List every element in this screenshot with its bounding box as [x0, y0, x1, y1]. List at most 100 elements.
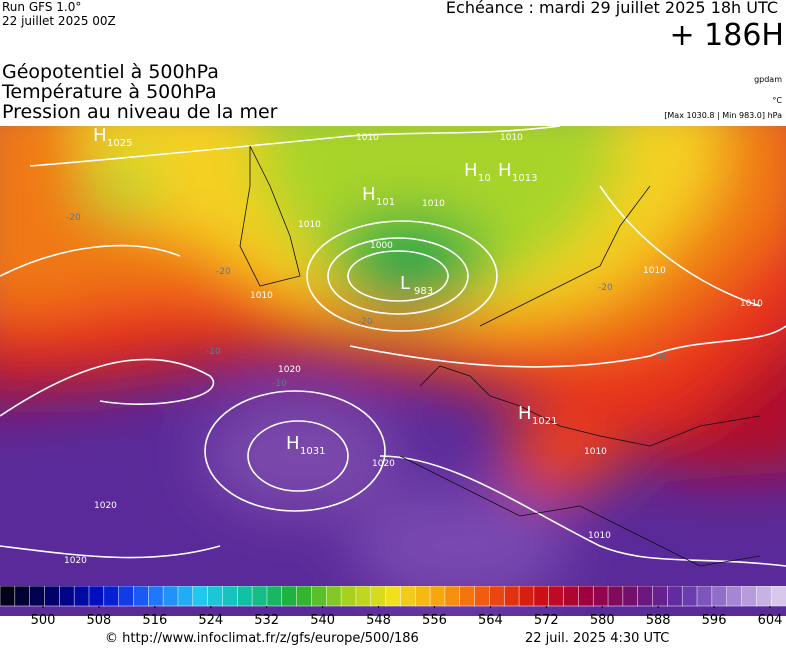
- colorbar-cell: [281, 586, 298, 607]
- pressure-type: H: [464, 160, 478, 181]
- colorbar-cell: [0, 586, 16, 607]
- pressure-value: 983: [414, 286, 433, 297]
- unit: °C: [772, 96, 782, 105]
- colorbar-cell: [592, 586, 609, 607]
- colorbar-tick-label: 564: [478, 613, 503, 628]
- isobar-label: 1020: [94, 501, 117, 511]
- colorbar-tick-label: 572: [534, 613, 559, 628]
- title: Pression au niveau de la mer: [2, 101, 278, 123]
- colorbar-cell: [756, 586, 772, 607]
- colorbar-tick-label: 508: [87, 613, 112, 628]
- pressure-type: H: [362, 184, 376, 205]
- colorbar-tick-label: 556: [422, 613, 447, 628]
- footer-time: 22 juil. 2025 4:30 UTC: [525, 631, 670, 646]
- colorbar-tick-label: 524: [198, 613, 223, 628]
- pressure-type: L: [400, 273, 410, 294]
- colorbar-tick-label: 548: [366, 613, 391, 628]
- colorbar-cell: [770, 586, 786, 607]
- colorbar: 500 508 516 524 532 540 548 556 564 572 580 588 596 6…: [0, 586, 786, 628]
- colorbar-cell: [340, 586, 357, 607]
- colorbar-cell: [103, 586, 120, 607]
- colorbar-cell: [177, 586, 194, 607]
- isobar-label: 1010: [500, 133, 523, 143]
- temperature-label: -20: [598, 283, 613, 293]
- colorbar-cell: [637, 586, 654, 607]
- temperature-label: -20: [216, 267, 231, 277]
- colorbar-cell: [503, 586, 520, 607]
- colorbar-cell: [444, 586, 461, 607]
- echeance: Echéance : mardi 29 juillet 2025 18h UTC: [445, 0, 778, 17]
- colorbar-cell: [296, 586, 313, 607]
- colorbar-cell: [489, 586, 505, 607]
- colorbar-cell: [207, 586, 224, 607]
- isobar-label: 1010: [740, 299, 763, 309]
- colorbar-cell: [607, 586, 624, 607]
- pressure-value: 1013: [512, 173, 537, 184]
- colorbar-cell: [533, 586, 550, 607]
- isobar-label: 1010: [356, 133, 379, 143]
- colorbar-cell: [133, 586, 150, 607]
- colorbar-cell: [29, 586, 46, 607]
- colorbar-cell: [88, 586, 105, 607]
- colorbar-tick-label: 588: [646, 613, 671, 628]
- colorbar-tick-label: 540: [310, 613, 335, 628]
- pressure-type: H: [518, 403, 532, 424]
- colorbar-tick-label: 604: [758, 613, 783, 628]
- colorbar-cell: [311, 586, 328, 607]
- colorbar-cell: [548, 586, 565, 607]
- colorbar-cell: [59, 586, 75, 607]
- temperature-label: -10: [206, 347, 221, 357]
- pressure-value: 1025: [107, 138, 132, 149]
- pressure-type: H: [286, 433, 300, 454]
- colorbar-cell: [414, 586, 431, 607]
- isobar-label: 1020: [278, 365, 301, 375]
- colorbar-cell: [237, 586, 253, 607]
- run: Run GFS 1.0°: [2, 0, 82, 14]
- colorbar-cell: [711, 586, 728, 607]
- colorbar-cell: [696, 586, 713, 607]
- isobar-label: 1010: [588, 531, 611, 541]
- colorbar-cell: [474, 586, 491, 607]
- colorbar-cell: [251, 586, 268, 607]
- isobar-label: 1010: [250, 291, 273, 301]
- temperature-label: -20: [358, 317, 373, 327]
- colorbar-cell: [726, 586, 743, 607]
- colorbar-cell: [459, 586, 476, 607]
- colorbar-tick-label: 500: [31, 613, 56, 628]
- unit: [Max 1030.8 | Min 983.0] hPa: [664, 111, 782, 120]
- isobar-label: 1020: [64, 556, 87, 566]
- colorbar-cell: [400, 586, 416, 607]
- isobar-label: 1010: [643, 266, 666, 276]
- run-date: 22 juillet 2025 00Z: [2, 14, 116, 28]
- temperature-label: -20: [66, 213, 81, 223]
- colorbar-cell: [652, 586, 669, 607]
- colorbar-cell: [162, 586, 179, 607]
- colorbar-tick-label: 596: [702, 613, 727, 628]
- colorbar-tick-label: 516: [142, 613, 167, 628]
- colorbar-cell: [429, 586, 446, 607]
- pressure-value: 1031: [300, 446, 325, 457]
- title: Géopotentiel à 500hPa: [2, 61, 219, 83]
- colorbar-cell: [622, 586, 639, 607]
- colorbar-cell: [118, 586, 135, 607]
- colorbar-cell: [222, 586, 239, 607]
- pressure-type: H: [93, 126, 107, 146]
- colorbar-cell: [14, 586, 31, 607]
- pressure-type: H: [498, 160, 512, 181]
- isobar-label: 1000: [370, 241, 393, 251]
- unit: gpdam: [754, 75, 782, 84]
- lead-time: + 186H: [669, 18, 785, 53]
- pressure-value: 101: [376, 197, 395, 208]
- isobar-label: 1010: [422, 199, 445, 209]
- pressure-value: 10: [478, 173, 491, 184]
- colorbar-cell: [518, 586, 535, 607]
- isobar-label: 1020: [372, 459, 395, 469]
- colorbar-cell: [266, 586, 283, 607]
- footer-url: © http://www.infoclimat.fr/z/gfs/europe/…: [105, 631, 419, 646]
- colorbar-cell: [681, 586, 698, 607]
- colorbar-cell: [667, 586, 683, 607]
- pressure-value: 1021: [532, 416, 557, 427]
- colorbar-cell: [370, 586, 387, 607]
- colorbar-cell: [148, 586, 164, 607]
